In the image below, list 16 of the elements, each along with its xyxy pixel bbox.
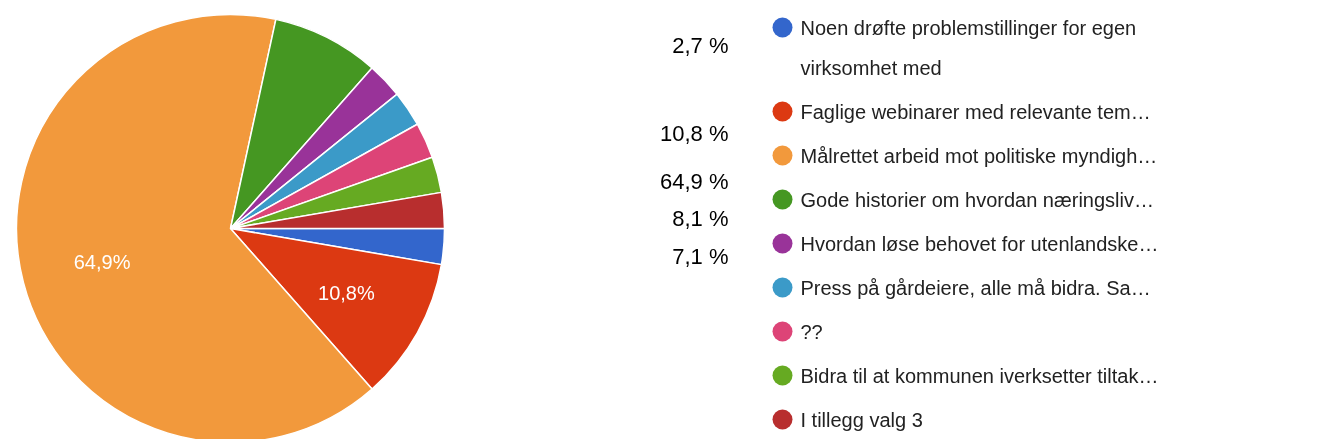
legend-label: Gode historier om hvordan næringsliv… (800, 188, 1154, 211)
legend-label: Noen drøfte problemstillinger for egen virksomhet med (800, 16, 1137, 79)
text: 7,1 % (672, 244, 729, 269)
data-label: 10,8% (318, 282, 375, 305)
legend-label: Målrettet arbeid mot politiske myndigh… (800, 144, 1158, 167)
legend-label: I tillegg valg 3 (800, 408, 923, 431)
legend-label: Faglige webinarer med relevante tem… (800, 100, 1151, 123)
legend-label: Hvordan løse behovet for utenlandske… (800, 232, 1159, 255)
data-label: 64,9% (73, 250, 131, 273)
text: 10,8 % (660, 121, 729, 146)
legend-label: Press på gårdeiere, alle må bidra. Sa… (800, 276, 1151, 299)
text: 64,9 % (660, 169, 729, 194)
text: 8,1 % (672, 206, 729, 231)
legend-label: Bidra til at kommunen iverksetter tiltak… (800, 364, 1159, 387)
legend-label: ?? (800, 320, 823, 343)
text: 2,7 % (672, 33, 729, 58)
